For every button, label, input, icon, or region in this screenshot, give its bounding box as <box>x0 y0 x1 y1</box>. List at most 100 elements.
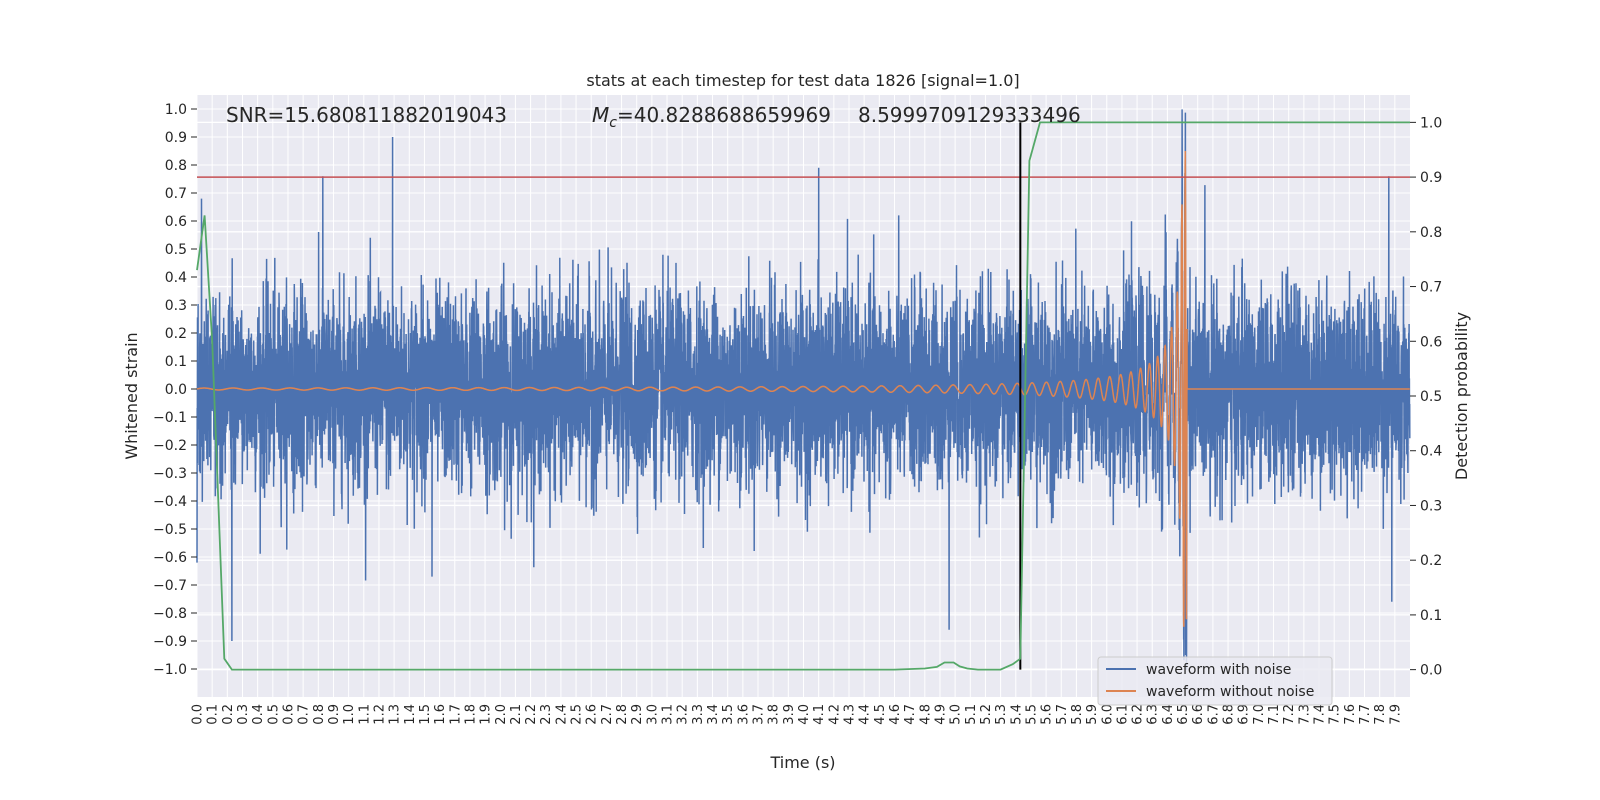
y-right-tick-label: 0.8 <box>1420 225 1442 241</box>
x-tick-label: 3.9 <box>782 704 797 725</box>
x-tick-label: 2.4 <box>554 704 569 725</box>
x-tick-label: 6.9 <box>1237 704 1252 725</box>
y-tick-label: −0.9 <box>153 634 187 650</box>
waveform-with-noise-line <box>196 109 1411 670</box>
x-tick-label: 3.7 <box>752 704 767 725</box>
x-tick-label: 4.4 <box>858 704 873 725</box>
axes: 0.0 0.1 0.2 0.3 0.4 0.5 0.6 0.7 0.8 0.9 1.0 1.1 1.2 1… <box>153 102 1442 725</box>
x-tick-label: 0.6 <box>282 704 297 725</box>
x-tick-label: 0.2 <box>221 704 236 725</box>
snr-annotation: SNR=15.680811882019043 <box>226 103 507 127</box>
x-tick-label: 6.5 <box>1176 704 1191 725</box>
x-tick-label: 6.1 <box>1115 704 1130 725</box>
y-right-tick-label: 0.2 <box>1420 553 1442 569</box>
x-tick-label: 4.6 <box>888 704 903 725</box>
x-tick-label: 4.2 <box>827 704 842 725</box>
x-tick-label: 5.5 <box>1024 704 1039 725</box>
x-tick-label: 5.7 <box>1055 704 1070 725</box>
x-tick-label: 2.5 <box>570 704 585 725</box>
x-tick-label: 1.8 <box>463 704 478 725</box>
x-tick-label: 0.4 <box>251 704 266 725</box>
x-tick-label: 4.1 <box>812 704 827 725</box>
y-tick-label: 0.4 <box>165 270 187 286</box>
series-layer <box>196 109 1411 671</box>
x-tick-label: 1.5 <box>418 704 433 725</box>
y-tick-label: −0.3 <box>153 466 187 482</box>
x-tick-label: 2.3 <box>539 704 554 725</box>
y-tick-label: 0.2 <box>165 326 187 342</box>
x-tick-label: 7.0 <box>1252 704 1267 725</box>
x-tick-label: 0.3 <box>236 704 251 725</box>
y-tick-label: 0.9 <box>165 130 187 146</box>
x-tick-label: 6.6 <box>1191 704 1206 725</box>
x-tick-label: 1.9 <box>479 704 494 725</box>
y-right-tick-label: 0.0 <box>1420 663 1442 679</box>
x-tick-label: 6.0 <box>1100 704 1115 725</box>
x-tick-label: 4.0 <box>797 704 812 725</box>
x-tick-label: 7.5 <box>1328 704 1343 725</box>
x-tick-label: 4.5 <box>873 704 888 725</box>
x-tick-label: 2.6 <box>585 704 600 725</box>
chirp-mass-annotation: Mc=40.8288688659969 <box>592 103 831 131</box>
overlapping-annotation: 8.5999709129333496 <box>858 103 1081 127</box>
x-tick-label: 6.2 <box>1131 704 1146 725</box>
y-right-tick-label: 0.1 <box>1420 608 1442 624</box>
x-tick-label: 7.2 <box>1282 704 1297 725</box>
mc-subscript: c <box>609 115 617 131</box>
mc-value: =40.8288688659969 <box>617 103 831 127</box>
y-tick-label: −0.7 <box>153 578 187 594</box>
y-right-tick-label: 0.5 <box>1420 389 1442 405</box>
x-tick-label: 0.7 <box>297 704 312 725</box>
x-tick-label: 1.7 <box>448 704 463 725</box>
x-tick-label: 7.3 <box>1297 704 1312 725</box>
x-tick-label: 3.5 <box>721 704 736 725</box>
y-tick-label: 0.0 <box>165 382 187 398</box>
y-tick-label: −1.0 <box>153 662 187 678</box>
x-tick-label: 7.7 <box>1358 704 1373 725</box>
x-tick-label: 3.1 <box>661 704 676 725</box>
x-tick-label: 0.8 <box>312 704 327 725</box>
x-tick-label: 7.1 <box>1267 704 1282 725</box>
x-tick-label: 4.7 <box>903 704 918 725</box>
y-tick-label: 0.5 <box>165 242 187 258</box>
x-axis-label: Time (s) <box>769 753 835 772</box>
y-right-tick-label: 0.6 <box>1420 334 1442 350</box>
x-tick-label: 0.5 <box>266 704 281 725</box>
y-tick-label: −0.5 <box>153 522 187 538</box>
detection-probability-line <box>196 121 1410 671</box>
x-tick-label: 4.3 <box>843 704 858 725</box>
x-tick-label: 1.3 <box>388 704 403 725</box>
y-tick-label: 0.8 <box>165 158 187 174</box>
y-right-tick-label: 0.7 <box>1420 280 1442 296</box>
x-tick-label: 3.4 <box>706 704 721 725</box>
x-tick-label: 1.0 <box>342 704 357 725</box>
x-tick-label: 5.3 <box>994 704 1009 725</box>
y-tick-label: −0.6 <box>153 550 187 566</box>
x-tick-label: 5.0 <box>949 704 964 725</box>
legend: waveform with noise waveform without noi… <box>1097 656 1333 706</box>
x-tick-label: 0.1 <box>206 704 221 725</box>
y-right-tick-label: 1.0 <box>1420 115 1442 131</box>
x-tick-label: 0.9 <box>327 704 342 725</box>
x-tick-label: 1.4 <box>403 704 418 725</box>
x-tick-label: 4.8 <box>918 704 933 725</box>
x-tick-label: 2.7 <box>600 704 615 725</box>
x-tick-label: 3.6 <box>736 704 751 725</box>
x-tick-label: 5.8 <box>1070 704 1085 725</box>
y-right-tick-label: 0.4 <box>1420 444 1442 460</box>
x-tick-label: 1.2 <box>372 704 387 725</box>
x-tick-label: 3.2 <box>676 704 691 725</box>
y-tick-label: −0.8 <box>153 606 187 622</box>
x-tick-label: 5.4 <box>1009 704 1024 725</box>
y-axis-right-label: Detection probability <box>1452 312 1471 480</box>
waveform-without-noise-line <box>196 150 1410 627</box>
y-right-tick-label: 0.3 <box>1420 498 1442 514</box>
x-tick-label: 2.9 <box>630 704 645 725</box>
x-tick-label: 7.8 <box>1373 704 1388 725</box>
x-tick-label: 7.9 <box>1388 704 1403 725</box>
y-tick-label: 0.1 <box>165 354 187 370</box>
x-tick-label: 3.3 <box>691 704 706 725</box>
x-tick-label: 6.4 <box>1161 704 1176 725</box>
x-tick-label: 2.2 <box>524 704 539 725</box>
